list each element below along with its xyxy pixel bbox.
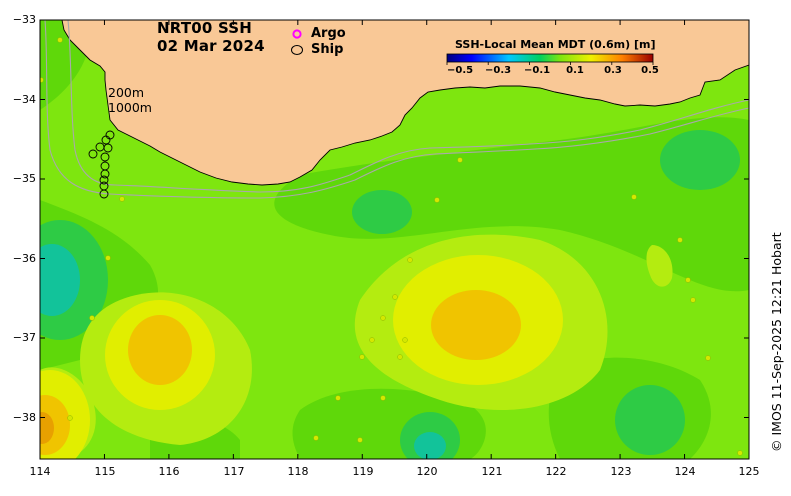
- x-tick-label: 120: [416, 465, 438, 478]
- observation-dot: [105, 255, 111, 261]
- colorbar-tick-label: −0.3: [485, 65, 512, 76]
- ssh-low-teal: [615, 385, 685, 455]
- observation-dot: [40, 77, 44, 83]
- x-tick-label: 119: [352, 465, 374, 478]
- observation-dot: [737, 450, 743, 456]
- observation-dot: [685, 277, 691, 283]
- x-tick-label: 124: [674, 465, 696, 478]
- colorbar-title: SSH-Local Mean MDT (0.6m) [m]: [455, 38, 656, 51]
- observation-dots: [40, 37, 743, 456]
- observation-dot: [457, 157, 463, 163]
- ssh-band-green: [274, 117, 749, 292]
- observation-dot: [705, 355, 711, 361]
- axis-ticks: [39, 19, 750, 459]
- observation-dot: [67, 415, 73, 421]
- isobath-200m-label: 200m: [108, 85, 145, 100]
- observation-dot: [392, 294, 398, 300]
- y-tick-label: −34: [12, 93, 36, 106]
- observation-dot: [359, 354, 365, 360]
- x-tick-label: 121: [481, 465, 503, 478]
- observation-dot: [57, 37, 63, 43]
- ssh-high-orange: [431, 290, 521, 360]
- isobath-1000m-label: 1000m: [108, 100, 152, 115]
- argo-legend-symbol: [292, 29, 302, 39]
- observation-dot: [369, 337, 375, 343]
- observation-dot: [690, 297, 696, 303]
- ssh-band-yellowgreen: [646, 245, 673, 287]
- ship-marker: [99, 189, 109, 199]
- argo-legend-label: Argo: [311, 26, 346, 41]
- x-tick-label: 122: [545, 465, 567, 478]
- ship-legend-symbol: [291, 45, 303, 55]
- ssh-low-teal: [660, 130, 740, 190]
- y-tick-label: −37: [12, 331, 36, 344]
- ssh-high-orange: [128, 315, 192, 385]
- ship-marker: [100, 169, 110, 179]
- colorbar-ticks: [446, 62, 654, 65]
- observation-dot: [335, 395, 341, 401]
- x-tick-label: 123: [610, 465, 632, 478]
- ssh-low-teal: [40, 244, 80, 316]
- observation-dot: [407, 257, 413, 263]
- imos-credit: © IMOS 11-Sep-2025 12:21 Hobart: [769, 232, 784, 452]
- y-tick-label: −33: [12, 13, 36, 26]
- x-tick-label: 114: [29, 465, 51, 478]
- observation-dot: [677, 237, 683, 243]
- x-tick-label: 116: [158, 465, 180, 478]
- colorbar-tick-label: −0.1: [524, 65, 551, 76]
- ssh-high-orange: [40, 412, 54, 444]
- observation-dot: [397, 354, 403, 360]
- isobath-200m: [67, 20, 749, 193]
- colorbar-tick-label: −0.5: [447, 65, 474, 76]
- ship-marker: [88, 149, 98, 159]
- ship-track: [88, 130, 115, 199]
- map-title-product: NRT00 SSH: [157, 19, 253, 37]
- ssh-field: [40, 20, 749, 459]
- y-tick-label: −38: [12, 411, 36, 424]
- ssh-low-teal: [352, 190, 412, 234]
- ship-marker: [99, 175, 109, 185]
- observation-dot: [380, 315, 386, 321]
- isobath-1000m: [44, 20, 749, 199]
- colorbar: [446, 53, 654, 63]
- ship-marker: [100, 152, 110, 162]
- observation-dot: [357, 437, 363, 443]
- observation-dot: [434, 197, 440, 203]
- y-tick-label: −35: [12, 172, 36, 185]
- x-tick-label: 115: [94, 465, 116, 478]
- x-tick-label: 125: [738, 465, 760, 478]
- observation-dot: [631, 194, 637, 200]
- plot-frame: [39, 19, 750, 460]
- ship-legend-label: Ship: [311, 42, 344, 57]
- colorbar-tick-label: 0.3: [604, 65, 622, 76]
- colorbar-tick-label: 0.5: [641, 65, 659, 76]
- colorbar-tick-label: 0.1: [566, 65, 584, 76]
- observation-dot: [380, 395, 386, 401]
- observation-dot: [402, 337, 408, 343]
- observation-dot: [313, 435, 319, 441]
- ship-marker: [103, 143, 113, 153]
- x-tick-label: 118: [287, 465, 309, 478]
- x-tick-label: 117: [223, 465, 245, 478]
- observation-dot: [89, 315, 95, 321]
- y-tick-label: −36: [12, 252, 36, 265]
- observation-dot: [119, 196, 125, 202]
- ship-marker: [101, 135, 111, 145]
- ssh-low-teal: [414, 432, 446, 459]
- map-title-date: 02 Mar 2024: [157, 37, 265, 55]
